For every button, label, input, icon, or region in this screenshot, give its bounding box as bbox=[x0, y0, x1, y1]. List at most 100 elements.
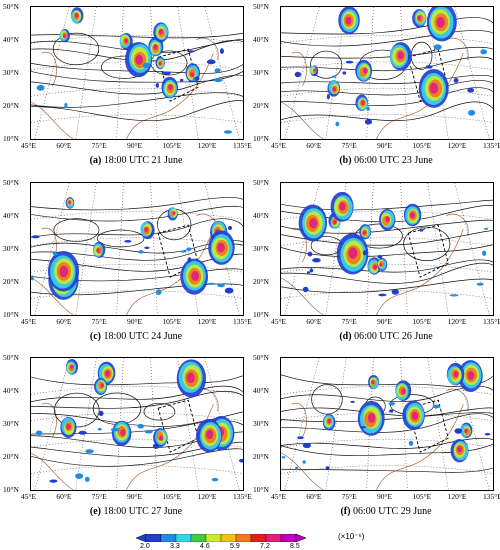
latitude-label: 20°N bbox=[3, 452, 19, 461]
panel-letter: (c) bbox=[89, 331, 101, 342]
longitude-label: 90°E bbox=[127, 492, 143, 501]
map-plot bbox=[30, 357, 244, 491]
longitude-label: 135°E bbox=[483, 317, 500, 326]
longitude-label: 120°E bbox=[447, 317, 467, 326]
longitude-label: 105°E bbox=[162, 141, 182, 150]
longitude-label: 120°E bbox=[447, 492, 467, 501]
colorbar bbox=[136, 534, 306, 542]
map-plot bbox=[280, 182, 494, 316]
latitude-label: 40°N bbox=[253, 386, 269, 395]
latitude-label: 10°N bbox=[3, 310, 19, 319]
latitude-label: 50°N bbox=[3, 178, 19, 187]
longitude-label: 120°E bbox=[197, 317, 217, 326]
panel-time: 18:00 UTC 24 June bbox=[103, 331, 183, 342]
longitude-label: 60°E bbox=[56, 492, 72, 501]
longitude-label: 75°E bbox=[91, 317, 107, 326]
latitude-label: 20°N bbox=[3, 101, 19, 110]
longitude-label: 90°E bbox=[127, 317, 143, 326]
panel-time: 18:00 UTC 21 June bbox=[103, 155, 183, 166]
map-plot bbox=[30, 182, 244, 316]
panel-caption: (d) 06:00 UTC 26 June bbox=[280, 331, 492, 342]
longitude-label: 60°E bbox=[306, 492, 322, 501]
longitude-label: 45°E bbox=[21, 141, 37, 150]
panel-letter: (a) bbox=[89, 155, 102, 166]
longitude-label: 105°E bbox=[412, 317, 432, 326]
latitude-label: 50°N bbox=[3, 2, 19, 11]
latitude-label: 30°N bbox=[253, 68, 269, 77]
colorbar-tick-label: 3.3 bbox=[170, 543, 180, 550]
latitude-label: 10°N bbox=[253, 134, 269, 143]
latitude-label: 50°N bbox=[253, 2, 269, 11]
longitude-label: 105°E bbox=[412, 492, 432, 501]
longitude-label: 90°E bbox=[127, 141, 143, 150]
panel-caption: (c) 18:00 UTC 24 June bbox=[30, 331, 242, 342]
panel-letter: (d) bbox=[339, 331, 352, 342]
colorbar-tick-label: 2.0 bbox=[140, 543, 150, 550]
longitude-label: 75°E bbox=[341, 317, 357, 326]
panel-caption: (b) 06:00 UTC 23 June bbox=[280, 155, 492, 166]
longitude-label: 75°E bbox=[341, 141, 357, 150]
longitude-label: 45°E bbox=[271, 317, 287, 326]
panel-time: 06:00 UTC 23 June bbox=[354, 155, 433, 166]
latitude-label: 30°N bbox=[3, 419, 19, 428]
longitude-label: 45°E bbox=[21, 317, 37, 326]
longitude-label: 135°E bbox=[483, 492, 500, 501]
latitude-label: 10°N bbox=[3, 485, 19, 494]
longitude-label: 120°E bbox=[447, 141, 467, 150]
latitude-label: 50°N bbox=[253, 178, 269, 187]
longitude-label: 75°E bbox=[91, 141, 107, 150]
latitude-label: 10°N bbox=[253, 310, 269, 319]
panel-letter: (e) bbox=[89, 506, 101, 517]
panel-letter: (f) bbox=[340, 506, 351, 517]
longitude-label: 90°E bbox=[377, 492, 393, 501]
panel-caption: (f) 06:00 UTC 29 June bbox=[280, 506, 492, 517]
latitude-label: 20°N bbox=[253, 452, 269, 461]
map-plot bbox=[280, 357, 494, 491]
colorbar-tick-label: 5.9 bbox=[230, 543, 240, 550]
longitude-label: 105°E bbox=[412, 141, 432, 150]
latitude-label: 40°N bbox=[253, 211, 269, 220]
latitude-label: 10°N bbox=[253, 485, 269, 494]
latitude-label: 20°N bbox=[3, 277, 19, 286]
colorbar-tick-label: 7.2 bbox=[260, 543, 270, 550]
panel-time: 06:00 UTC 29 June bbox=[352, 506, 432, 517]
longitude-label: 135°E bbox=[483, 141, 500, 150]
longitude-label: 60°E bbox=[56, 141, 72, 150]
longitude-label: 120°E bbox=[197, 492, 217, 501]
map-plot bbox=[280, 6, 494, 140]
longitude-label: 90°E bbox=[377, 317, 393, 326]
map-plot bbox=[30, 6, 244, 140]
latitude-label: 40°N bbox=[253, 35, 269, 44]
longitude-label: 90°E bbox=[377, 141, 393, 150]
longitude-label: 45°E bbox=[271, 492, 287, 501]
latitude-label: 40°N bbox=[3, 35, 19, 44]
longitude-label: 75°E bbox=[341, 492, 357, 501]
longitude-label: 45°E bbox=[271, 141, 287, 150]
colorbar-tick-label: 8.5 bbox=[290, 543, 300, 550]
colorbar-tick-label: 4.6 bbox=[200, 543, 210, 550]
longitude-label: 105°E bbox=[162, 317, 182, 326]
latitude-label: 40°N bbox=[3, 386, 19, 395]
longitude-label: 135°E bbox=[233, 492, 252, 501]
panel-letter: (b) bbox=[339, 155, 352, 166]
panel-caption: (a) 18:00 UTC 21 June bbox=[30, 155, 242, 166]
latitude-label: 30°N bbox=[3, 244, 19, 253]
latitude-label: 10°N bbox=[3, 134, 19, 143]
latitude-label: 20°N bbox=[253, 101, 269, 110]
panel-time: 18:00 UTC 27 June bbox=[103, 506, 183, 517]
latitude-label: 40°N bbox=[3, 211, 19, 220]
longitude-label: 60°E bbox=[306, 141, 322, 150]
longitude-label: 75°E bbox=[91, 492, 107, 501]
longitude-label: 135°E bbox=[233, 141, 252, 150]
panel-caption: (e) 18:00 UTC 27 June bbox=[30, 506, 242, 517]
longitude-label: 120°E bbox=[197, 141, 217, 150]
latitude-label: 30°N bbox=[253, 244, 269, 253]
latitude-label: 50°N bbox=[253, 353, 269, 362]
latitude-label: 30°N bbox=[253, 419, 269, 428]
longitude-label: 135°E bbox=[233, 317, 252, 326]
longitude-label: 60°E bbox=[56, 317, 72, 326]
longitude-label: 105°E bbox=[162, 492, 182, 501]
latitude-label: 20°N bbox=[253, 277, 269, 286]
colorbar-units: (×10⁻⁶) bbox=[338, 532, 365, 541]
longitude-label: 60°E bbox=[306, 317, 322, 326]
